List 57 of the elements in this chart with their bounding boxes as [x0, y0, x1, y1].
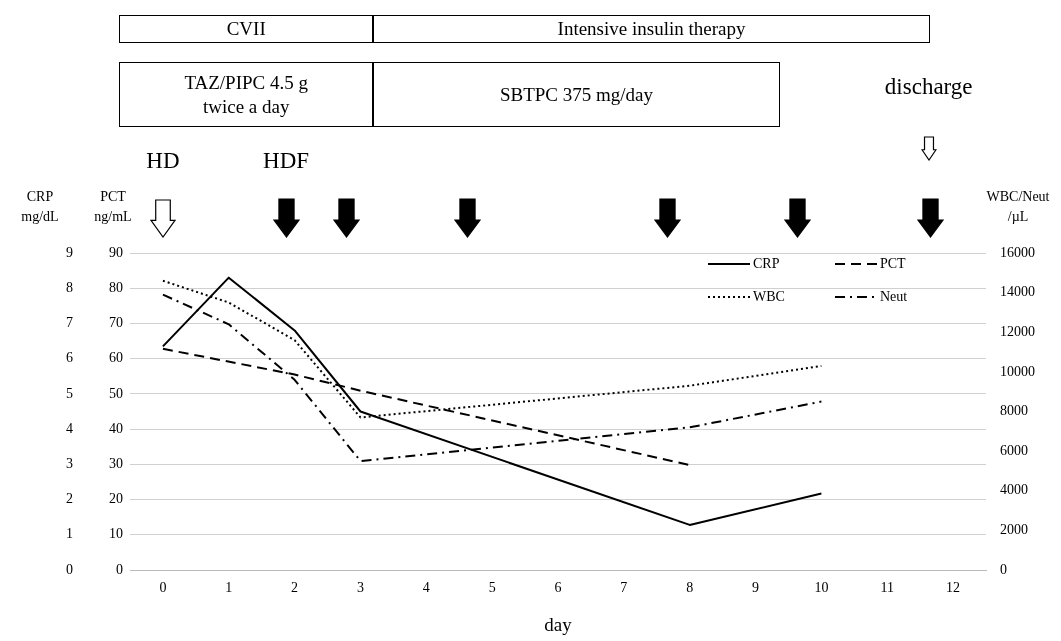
x-tick-label: 6: [554, 580, 562, 596]
y3-tick-label: 10: [109, 526, 123, 542]
y3-tick-label: 40: [109, 420, 123, 436]
y-tick-label: 9: [66, 244, 73, 260]
x-tick-label: 8: [686, 580, 694, 596]
y2-axis-title: WBC/Neut /µL: [986, 188, 1050, 224]
y3-tick-label: 80: [109, 279, 123, 295]
legend-label: Neut: [880, 288, 908, 304]
y3-tick-label: 90: [109, 244, 123, 260]
y3-tick-label: 60: [109, 350, 123, 366]
x-tick-label: 4: [422, 580, 430, 596]
legend-label: PCT: [880, 255, 907, 271]
x-tick-label: 2: [291, 580, 299, 596]
text: HDF: [263, 148, 310, 174]
y-tick-label: 5: [66, 385, 73, 401]
y3-axis-title: PCT ng/mL: [94, 188, 132, 224]
y2-tick-label: 16000: [1000, 244, 1035, 260]
text: SBTPC 375 mg/day: [372, 62, 780, 127]
x-tick-label: 11: [880, 580, 894, 596]
y-tick-label: 7: [66, 315, 73, 331]
y-tick-label: 6: [66, 350, 73, 366]
y3-tick-label: 50: [109, 385, 123, 401]
x-tick-label: 7: [620, 580, 628, 596]
x-tick-label: 9: [752, 580, 760, 596]
y3-tick-label: 70: [109, 315, 123, 331]
y2-tick-label: 8000: [1000, 403, 1028, 419]
text: TAZ/PIPC 4.5 g twice a day: [119, 62, 373, 127]
text: HD: [146, 148, 180, 174]
y-tick-label: 4: [66, 420, 73, 436]
y3-tick-label: 0: [116, 561, 123, 577]
y2-tick-label: 4000: [1000, 482, 1028, 498]
y-axis-title: CRP mg/dL: [21, 188, 59, 224]
y3-tick-label: 30: [109, 456, 123, 472]
y2-tick-label: 10000: [1000, 363, 1035, 379]
legend-label: CRP: [753, 255, 780, 271]
y-tick-label: 8: [66, 279, 73, 295]
y3-tick-label: 20: [109, 491, 123, 507]
text: CVII: [119, 15, 373, 43]
y2-tick-label: 2000: [1000, 522, 1028, 538]
text: discharge: [884, 74, 973, 100]
y2-tick-label: 0: [1000, 561, 1007, 577]
x-tick-label: 12: [946, 580, 961, 596]
text: Intensive insulin therapy: [372, 15, 931, 43]
x-axis-title: day: [544, 613, 573, 635]
y2-tick-label: 12000: [1000, 323, 1035, 339]
x-tick-label: 0: [159, 580, 167, 596]
legend-label: WBC: [753, 288, 785, 304]
x-tick-label: 5: [488, 580, 496, 596]
y2-tick-label: 6000: [1000, 442, 1028, 458]
y-tick-label: 1: [66, 526, 73, 542]
x-tick-label: 10: [814, 580, 829, 596]
y2-tick-label: 14000: [1000, 284, 1035, 300]
y-tick-label: 2: [66, 491, 73, 507]
x-tick-label: 3: [356, 580, 364, 596]
x-tick-label: 1: [225, 580, 233, 596]
y-tick-label: 3: [66, 456, 73, 472]
y-tick-label: 0: [66, 561, 73, 577]
